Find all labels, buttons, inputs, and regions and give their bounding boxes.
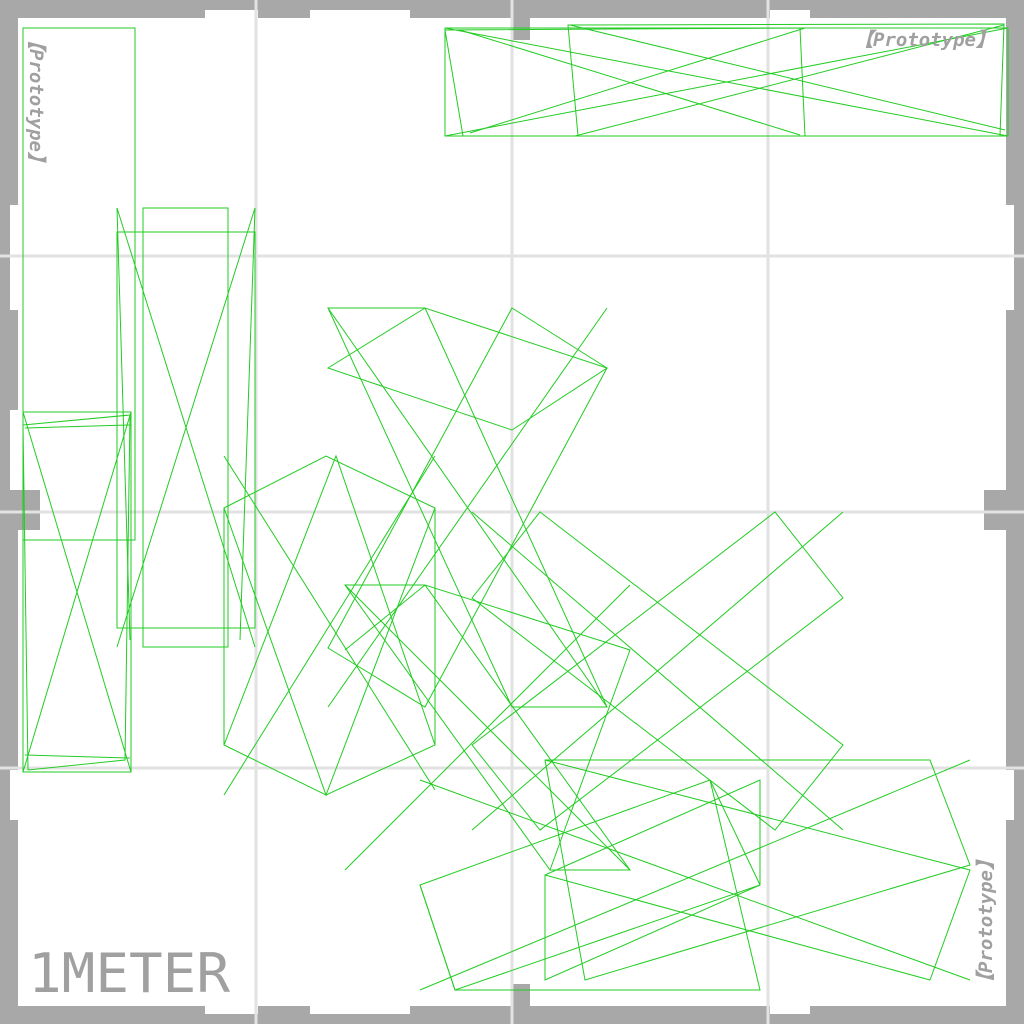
prototype-label-bottom-right: 【Prototype】	[975, 851, 997, 992]
prototype-label-left: 【Prototype】	[25, 30, 47, 171]
uv-wireframe	[22, 23, 1009, 991]
meter-label: 1METER	[28, 942, 230, 1005]
prototype-label-top-right: 【Prototype】	[854, 29, 995, 51]
